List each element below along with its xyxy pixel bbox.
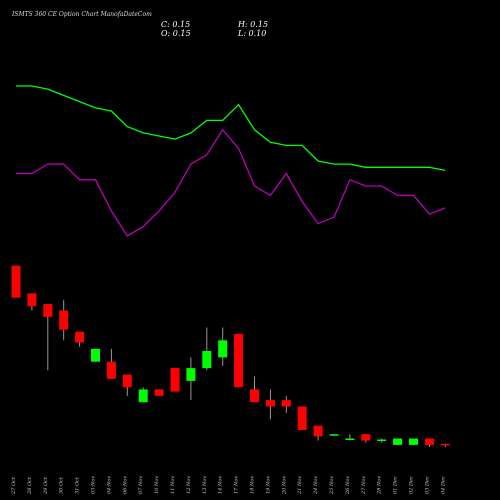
low-value: L: 0.10	[237, 29, 266, 38]
high-value: H: 0.15	[237, 20, 268, 29]
candle-body	[393, 438, 403, 445]
candle	[265, 389, 275, 420]
x-tick-label: 03 Dec	[424, 476, 430, 494]
x-tick-label: 30 Oct	[59, 476, 65, 494]
x-tick-label: 01 Dec	[393, 476, 399, 494]
candle	[329, 434, 339, 437]
x-tick-label: 04 Dec	[440, 476, 446, 494]
x-tick-label: 26 Nov	[345, 476, 351, 495]
x-tick-label: 18 Nov	[250, 476, 256, 494]
x-tick-label: 24 Nov	[313, 476, 319, 495]
candle	[202, 327, 212, 371]
candle	[218, 327, 228, 366]
candle-body	[361, 434, 371, 441]
x-tick-label: 11 Nov	[170, 476, 176, 494]
candle-body	[11, 265, 21, 298]
candle-body	[440, 443, 450, 446]
candle-body	[281, 400, 291, 407]
candle-body	[27, 293, 37, 307]
candle	[59, 299, 69, 341]
x-axis-ticks: 27 Oct 28 Oct 29 Oct 30 Oct 31 Oct 03 Nov 04 N…	[11, 476, 446, 495]
x-tick-label: 04 Nov	[106, 476, 112, 494]
candle	[27, 293, 37, 311]
x-tick-label: 28 Nov	[377, 476, 383, 495]
candle	[154, 389, 164, 396]
x-tick-label: 27 Nov	[361, 476, 367, 495]
candle-body	[122, 374, 132, 388]
x-tick-label: 12 Nov	[186, 476, 192, 494]
candle	[409, 438, 418, 445]
candle	[393, 438, 403, 445]
x-tick-label: 28 Oct	[27, 476, 33, 495]
indicator-line-1	[16, 85, 446, 172]
candle-body	[218, 340, 228, 358]
candle	[91, 348, 100, 362]
candle-body	[138, 389, 148, 403]
candle	[75, 331, 85, 347]
candle-body	[106, 361, 116, 379]
candle	[281, 395, 291, 413]
x-tick-label: 14 Nov	[218, 476, 224, 494]
candle	[11, 265, 21, 298]
x-tick-label: 25 Nov	[329, 476, 335, 495]
x-tick-label: 10 Nov	[154, 476, 160, 494]
candle	[377, 438, 387, 443]
candle	[313, 425, 323, 441]
candle	[186, 357, 196, 401]
candle-body	[377, 439, 387, 441]
candle-body	[329, 434, 339, 436]
x-tick-label: 02 Dec	[409, 476, 415, 494]
indicator-lines	[16, 85, 446, 237]
x-tick-label: 19 Nov	[265, 476, 271, 494]
candle-body	[202, 351, 212, 369]
candle	[122, 374, 132, 396]
candle-body	[43, 304, 53, 317]
x-tick-label: 13 Nov	[202, 476, 208, 494]
open-value: O: 0.15	[161, 29, 191, 38]
x-tick-label: 03 Nov	[91, 476, 97, 494]
candle-body	[313, 425, 323, 437]
indicator-line-2	[16, 128, 446, 237]
x-tick-label: 31 Oct	[75, 476, 81, 494]
candle	[106, 348, 116, 379]
candle	[345, 434, 355, 441]
candle-body	[170, 368, 180, 392]
candle	[138, 387, 148, 403]
candle-body	[59, 310, 69, 330]
x-tick-label: 17 Nov	[234, 476, 240, 494]
candle	[361, 434, 371, 443]
candle	[234, 333, 244, 388]
candle-body	[186, 368, 196, 381]
x-tick-label: 27 Oct	[11, 476, 17, 495]
candle-body	[265, 400, 275, 407]
candle-body	[424, 438, 434, 445]
close-value: C: 0.15	[161, 20, 190, 29]
candles	[11, 265, 450, 447]
x-tick-label: 29 Oct	[43, 476, 49, 495]
x-tick-label: 21 Nov	[297, 476, 303, 495]
x-tick-label: 20 Nov	[281, 476, 287, 495]
candle	[440, 443, 450, 447]
candle-body	[409, 438, 418, 445]
candle	[424, 438, 434, 447]
x-tick-label: 07 Nov	[138, 476, 144, 494]
candle	[297, 406, 307, 430]
x-tick-label: 06 Nov	[122, 476, 128, 494]
candle-body	[234, 333, 244, 388]
candle-body	[154, 389, 164, 396]
candle-body	[91, 348, 100, 362]
candle-body	[297, 406, 307, 430]
candle-body	[75, 331, 85, 343]
candle-body	[250, 389, 259, 403]
candle-body	[345, 438, 355, 440]
chart-title: ISMTS 360 CE Option Chart ManofaDateCom	[11, 11, 152, 18]
candle	[170, 368, 180, 392]
candle	[43, 304, 53, 371]
candle	[250, 376, 259, 403]
